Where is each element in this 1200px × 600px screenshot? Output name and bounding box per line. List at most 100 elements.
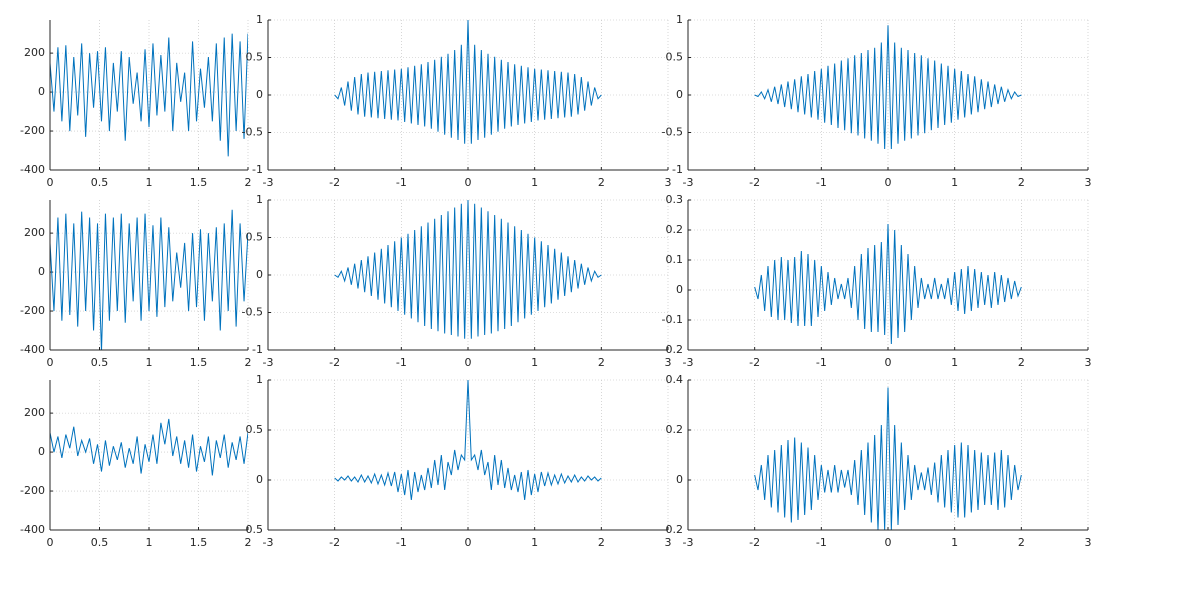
x-tick-label: -1 — [396, 536, 407, 549]
x-tick-label: 2 — [1018, 176, 1025, 189]
x-tick-label: -3 — [683, 536, 694, 549]
y-tick-label: 0 — [676, 473, 683, 486]
x-tick-label: -2 — [329, 356, 340, 369]
x-tick-label: 1 — [531, 536, 538, 549]
x-tick-label: -2 — [749, 176, 760, 189]
x-tick-label: 1.5 — [190, 536, 208, 549]
signal-line — [334, 200, 602, 339]
x-tick-label: 0 — [465, 356, 472, 369]
y-tick-label: 0.5 — [246, 51, 264, 64]
y-tick-label: 0 — [38, 85, 45, 98]
x-tick-label: 2 — [1018, 536, 1025, 549]
signal-line — [50, 209, 248, 350]
signal-line — [334, 20, 602, 144]
y-tick-label: -0.5 — [662, 126, 683, 139]
signal-line — [754, 387, 1022, 530]
y-tick-label: 0 — [256, 473, 263, 486]
x-tick-label: 0 — [885, 536, 892, 549]
y-tick-label: 0.4 — [666, 373, 684, 386]
x-tick-label: 3 — [665, 536, 672, 549]
y-tick-label: 1 — [256, 373, 263, 386]
subplot: -3 -2 -1 0 1 2 3-1-0.500.51 — [242, 193, 672, 369]
x-tick-label: 0 — [885, 176, 892, 189]
x-tick-label: 0 — [465, 176, 472, 189]
y-tick-label: -0.2 — [662, 523, 683, 536]
x-tick-label: 0 — [47, 176, 54, 189]
x-tick-label: -2 — [329, 536, 340, 549]
x-tick-label: -3 — [263, 536, 274, 549]
x-tick-label: 1 — [531, 356, 538, 369]
x-tick-label: 0 — [465, 536, 472, 549]
x-tick-label: 3 — [1085, 176, 1092, 189]
y-tick-label: 0.2 — [666, 223, 684, 236]
signal-line — [50, 418, 248, 476]
y-tick-label: -0.1 — [662, 313, 683, 326]
x-tick-label: -1 — [816, 176, 827, 189]
y-tick-label: 0 — [256, 88, 263, 101]
y-tick-label: 1 — [256, 13, 263, 26]
subplot: -3 -2 -1 0 1 2 3 -0.5 0 0.5 1 — [242, 373, 672, 549]
y-tick-label: 0.5 — [246, 231, 264, 244]
subplot: 0 0.5 1 1.5 2 -400 -200 0 200 — [20, 200, 252, 369]
y-tick-label: 200 — [24, 406, 45, 419]
y-tick-label: 200 — [24, 46, 45, 59]
x-tick-label: 3 — [1085, 536, 1092, 549]
x-tick-label: -1 — [816, 536, 827, 549]
x-tick-label: -3 — [263, 356, 274, 369]
y-tick-label: 1 — [256, 193, 263, 206]
signal-line — [754, 223, 1022, 345]
y-tick-label: -1 — [252, 343, 263, 356]
subplot: -3 -2 -1 0 1 2 3-0.2-0.100.10.20.3 — [662, 193, 1092, 369]
x-tick-label: 2 — [245, 176, 252, 189]
subplot: 0 0.5 1 1.5 2 -400 -200 0 200 — [20, 380, 252, 549]
x-tick-label: 2 — [245, 536, 252, 549]
y-tick-label: -0.5 — [242, 306, 263, 319]
x-tick-label: 0.5 — [91, 356, 109, 369]
y-tick-label: 0 — [676, 283, 683, 296]
x-tick-label: 1 — [531, 176, 538, 189]
subplot: -3 -2 -1 0 1 2 3-1-0.500.51 — [662, 13, 1092, 189]
x-tick-label: 1 — [951, 536, 958, 549]
y-tick-label: 0.3 — [666, 193, 684, 206]
x-tick-label: 0.5 — [91, 176, 109, 189]
x-tick-label: 2 — [598, 536, 605, 549]
x-tick-label: -1 — [396, 176, 407, 189]
y-tick-label: -200 — [20, 484, 45, 497]
signal-line — [50, 33, 248, 157]
x-tick-label: 0 — [47, 356, 54, 369]
x-tick-label: 2 — [1018, 356, 1025, 369]
x-tick-label: -2 — [749, 536, 760, 549]
signal-line — [754, 25, 1022, 150]
x-tick-label: 1 — [146, 176, 153, 189]
y-tick-label: 0.2 — [666, 423, 684, 436]
y-tick-label: -1 — [252, 163, 263, 176]
x-tick-label: -3 — [263, 176, 274, 189]
y-tick-label: 0 — [676, 88, 683, 101]
x-tick-label: -1 — [816, 356, 827, 369]
x-tick-label: -1 — [396, 356, 407, 369]
x-tick-label: 3 — [665, 356, 672, 369]
y-tick-label: -0.5 — [242, 523, 263, 536]
y-tick-label: -1 — [672, 163, 683, 176]
y-tick-label: -0.2 — [662, 343, 683, 356]
signal-line — [334, 380, 602, 501]
x-tick-label: 0 — [47, 536, 54, 549]
y-tick-label: -400 — [20, 343, 45, 356]
x-tick-label: 0 — [885, 356, 892, 369]
y-tick-label: 1 — [676, 13, 683, 26]
x-tick-label: 1 — [146, 356, 153, 369]
x-tick-label: -2 — [749, 356, 760, 369]
y-tick-label: 200 — [24, 226, 45, 239]
y-tick-label: 0.5 — [666, 51, 684, 64]
x-tick-label: -3 — [683, 356, 694, 369]
y-tick-label: 0 — [38, 445, 45, 458]
x-tick-label: 3 — [1085, 356, 1092, 369]
subplot: 0 0.5 1 1.5 2 -400 -200 0 200 — [20, 20, 252, 189]
y-tick-label: -200 — [20, 304, 45, 317]
x-tick-label: 1 — [951, 176, 958, 189]
x-tick-label: -2 — [329, 176, 340, 189]
y-tick-label: 0.5 — [246, 423, 264, 436]
x-tick-label: 1.5 — [190, 176, 208, 189]
subplot: -3 -2 -1 0 1 2 3-0.200.20.4 — [662, 373, 1092, 549]
y-tick-label: 0.1 — [666, 253, 684, 266]
